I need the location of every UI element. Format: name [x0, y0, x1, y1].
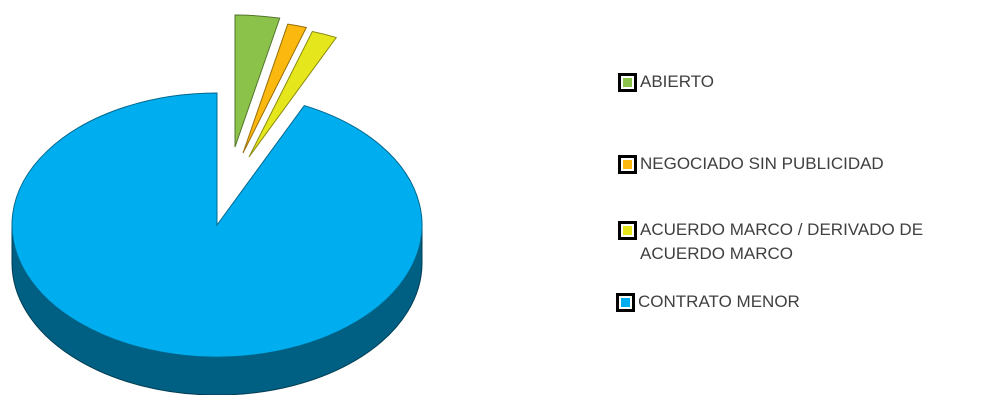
pie-slice	[234, 14, 281, 148]
legend-item-negociado: NEGOCIADO SIN PUBLICIDAD	[618, 152, 884, 176]
pie-slice-top	[248, 30, 338, 158]
pie-chart	[11, 14, 423, 396]
legend-label: CONTRATO MENOR	[638, 292, 800, 311]
legend-item-contrato-menor: CONTRATO MENOR	[616, 290, 800, 314]
pie-slice	[242, 23, 308, 154]
pie-slice	[248, 30, 338, 158]
legend-swatch	[618, 73, 637, 92]
legend-item-abierto: ABIERTO	[618, 70, 714, 94]
legend-item-acuerdo-marco: ACUERDO MARCO / DERIVADO DE ACUERDO MARC…	[618, 218, 963, 266]
pie-slice-top	[242, 23, 308, 154]
legend-label: NEGOCIADO SIN PUBLICIDAD	[640, 154, 884, 173]
pie-chart-svg	[11, 14, 423, 396]
pie-slice	[11, 92, 423, 396]
legend-swatch	[616, 293, 635, 312]
legend-swatch	[618, 221, 637, 240]
legend-label: ABIERTO	[640, 72, 715, 91]
pie-slice-top	[11, 92, 423, 358]
pie-slice-top	[234, 14, 281, 148]
legend-label: ACUERDO MARCO / DERIVADO DE ACUERDO MARC…	[640, 220, 924, 263]
legend-swatch	[618, 155, 637, 174]
